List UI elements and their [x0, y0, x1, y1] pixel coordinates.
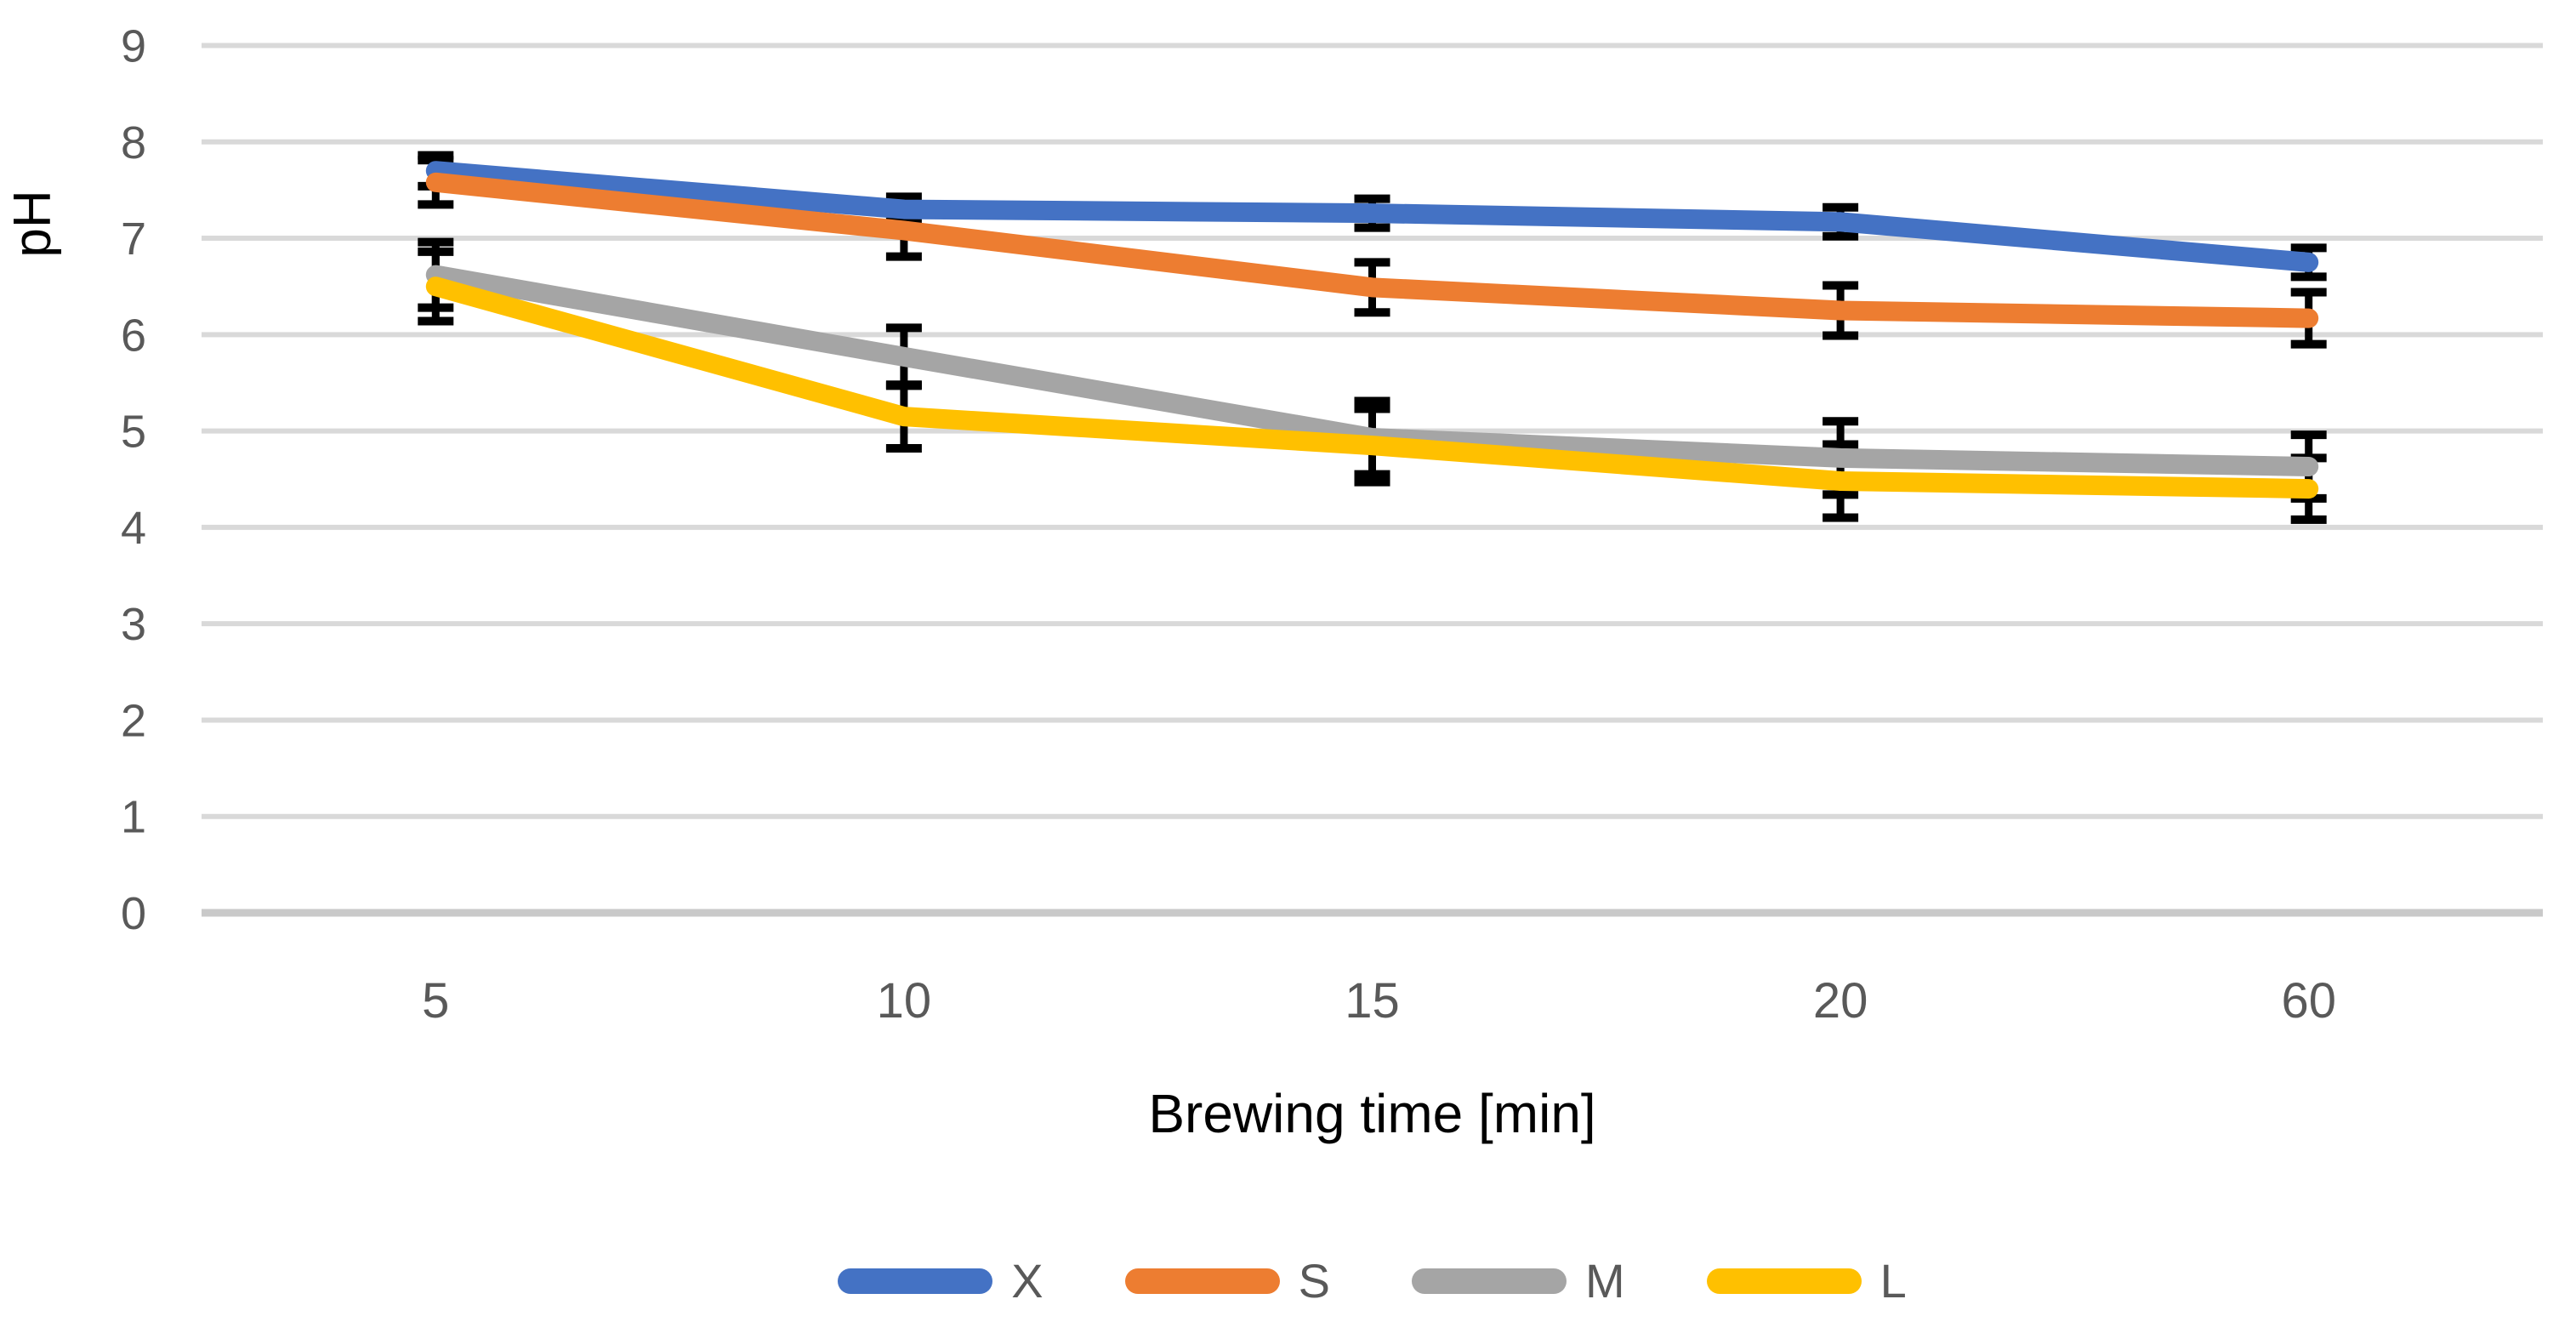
legend-swatch-S: [1124, 1268, 1280, 1294]
legend-swatch-X: [838, 1268, 993, 1294]
y-tick-label: 9: [121, 21, 146, 72]
y-tick-label: 6: [121, 310, 146, 361]
legend-item-X: X: [838, 1257, 1043, 1305]
legend-swatch-M: [1411, 1268, 1567, 1294]
y-tick-label: 0: [121, 888, 146, 939]
x-tick-label: 5: [422, 973, 449, 1029]
legend-item-S: S: [1124, 1254, 1330, 1308]
legend-label-M: M: [1584, 1254, 1625, 1308]
series-line-X: [425, 161, 2319, 272]
y-tick-label: 3: [121, 599, 146, 650]
legend-label-L: L: [1879, 1254, 1907, 1308]
legend-label-S: S: [1298, 1254, 1330, 1308]
legend-label-X: X: [1011, 1254, 1043, 1308]
x-tick-label: 20: [1813, 973, 1868, 1029]
x-tick-label: 15: [1345, 973, 1400, 1029]
series-line-L: [425, 276, 2319, 499]
x-axis-title: Brewing time [min]: [1148, 1083, 1596, 1144]
series-line-S: [425, 172, 2319, 328]
legend-item-L: L: [1706, 1254, 1907, 1308]
y-tick-label: 4: [121, 503, 146, 554]
y-axis-title: pH: [3, 190, 62, 258]
y-tick-label: 5: [121, 407, 146, 458]
y-tick-label: 7: [121, 214, 146, 265]
x-tick-label: 10: [877, 973, 932, 1029]
legend-swatch-L: [1706, 1268, 1862, 1294]
y-tick-label: 2: [121, 695, 146, 746]
y-tick-label: 8: [121, 117, 146, 168]
legend-item-M: M: [1411, 1254, 1625, 1308]
y-tick-label: 1: [121, 792, 146, 843]
x-tick-label: 60: [2281, 973, 2336, 1029]
